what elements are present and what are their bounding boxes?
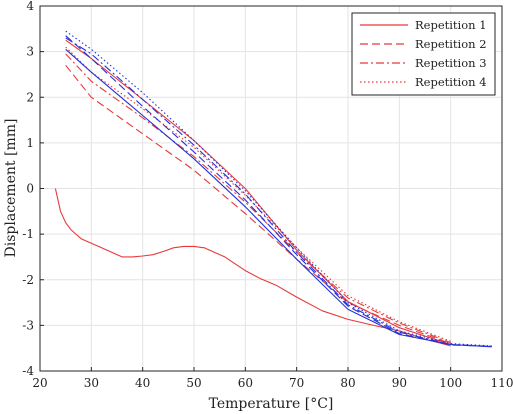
x-tick-label: 30 <box>84 376 99 390</box>
x-tick-label: 100 <box>439 376 462 390</box>
x-tick-label: 70 <box>289 376 304 390</box>
x-tick-label: 110 <box>491 376 513 390</box>
series-line-3 <box>65 64 451 345</box>
y-tick-label: 2 <box>26 90 34 104</box>
y-tick-label: -2 <box>22 273 34 287</box>
x-axis-label: Temperature [°C] <box>209 396 334 412</box>
x-tick-label: 40 <box>135 376 150 390</box>
y-tick-label: -4 <box>22 364 34 378</box>
series-group <box>54 30 492 348</box>
x-tick-label: 80 <box>340 376 355 390</box>
series-line-1 <box>54 188 451 347</box>
x-tick-label: 60 <box>238 376 253 390</box>
y-tick-label: 4 <box>26 0 34 13</box>
legend-label-3: Repetition 3 <box>415 56 487 70</box>
x-tick-label: 50 <box>186 376 201 390</box>
y-tick-label: 3 <box>26 45 34 59</box>
y-tick-label: 1 <box>26 136 34 150</box>
x-tick-label: 90 <box>392 376 407 390</box>
series-line-9 <box>65 30 492 347</box>
legend: Repetition 1 Repetition 2 Repetition 3 Repe… <box>351 12 496 96</box>
legend-box <box>351 12 496 96</box>
legend-label-4: Repetition 4 <box>415 75 487 89</box>
y-axis-label: Displacement [mm] <box>3 119 19 258</box>
series-line-7 <box>65 35 492 347</box>
y-tick-label: -1 <box>22 227 34 241</box>
series-line-8 <box>65 37 492 347</box>
y-tick-label: -3 <box>22 318 34 332</box>
series-line-5 <box>65 46 451 342</box>
legend-label-1: Repetition 1 <box>415 18 487 32</box>
series-line-2 <box>65 39 451 346</box>
series-line-4 <box>65 53 451 344</box>
y-tick-label: 0 <box>26 182 34 196</box>
legend-label-2: Repetition 2 <box>415 37 487 51</box>
ticks: 20 30 40 50 60 70 80 90 100 110 -4 -3 -2 -1 0 1 2 3 4 <box>22 0 513 390</box>
x-tick-label: 20 <box>32 376 47 390</box>
